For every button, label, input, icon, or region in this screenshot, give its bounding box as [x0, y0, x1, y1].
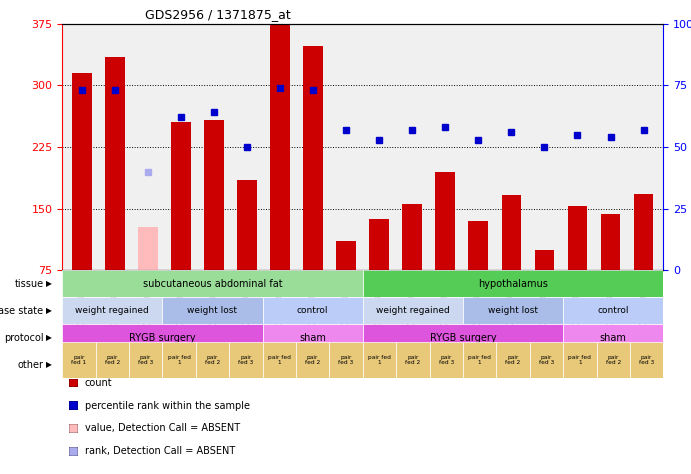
Bar [600, 214, 621, 270]
Bar [237, 180, 257, 270]
Bar [496, 342, 530, 378]
Text: value, Detection Call = ABSENT: value, Detection Call = ABSENT [85, 423, 240, 434]
Text: sham: sham [600, 333, 627, 343]
Text: subcutaneous abdominal fat: subcutaneous abdominal fat [142, 279, 283, 289]
Bar [502, 195, 521, 270]
Text: pair fed
1: pair fed 1 [569, 355, 591, 365]
Bar [296, 342, 330, 378]
Text: pair fed
1: pair fed 1 [268, 355, 291, 365]
Bar [162, 342, 196, 378]
Text: other: other [17, 360, 44, 370]
Text: rank, Detection Call = ABSENT: rank, Detection Call = ABSENT [85, 446, 235, 456]
Text: pair
fed 3: pair fed 3 [539, 355, 554, 365]
Text: pair
fed 3: pair fed 3 [138, 355, 153, 365]
Text: pair
fed 2: pair fed 2 [104, 355, 120, 365]
Text: pair fed
1: pair fed 1 [468, 355, 491, 365]
Bar [630, 342, 663, 378]
Text: GDS2956 / 1371875_at: GDS2956 / 1371875_at [145, 9, 291, 21]
Text: control: control [297, 306, 328, 315]
Text: count: count [85, 378, 113, 388]
Text: weight lost: weight lost [187, 306, 238, 315]
Text: pair
fed 3: pair fed 3 [339, 355, 354, 365]
Bar [62, 297, 162, 324]
Bar [370, 219, 389, 270]
Bar [463, 342, 496, 378]
Bar [270, 24, 290, 270]
Text: pair
fed 2: pair fed 2 [605, 355, 621, 365]
Bar [435, 172, 455, 270]
Bar [162, 297, 263, 324]
Bar [363, 342, 396, 378]
Text: ▶: ▶ [46, 306, 52, 315]
Text: ▶: ▶ [46, 360, 52, 369]
Bar [196, 342, 229, 378]
Bar [402, 204, 422, 270]
Text: pair
fed 3: pair fed 3 [238, 355, 254, 365]
Bar [535, 250, 554, 270]
Bar [463, 297, 563, 324]
Text: pair
fed 2: pair fed 2 [305, 355, 321, 365]
Bar [229, 342, 263, 378]
Text: ▶: ▶ [46, 333, 52, 342]
Bar [330, 342, 363, 378]
Text: pair
fed 2: pair fed 2 [505, 355, 521, 365]
Bar [72, 73, 92, 270]
Bar [468, 221, 489, 270]
Text: pair
fed 3: pair fed 3 [439, 355, 454, 365]
Text: weight regained: weight regained [376, 306, 450, 315]
Bar [138, 227, 158, 270]
Bar [363, 324, 563, 351]
Bar [303, 46, 323, 270]
Bar [263, 297, 363, 324]
Text: protocol: protocol [4, 333, 44, 343]
Bar [563, 324, 663, 351]
Text: tissue: tissue [15, 279, 44, 289]
Bar [105, 56, 125, 270]
Text: sham: sham [299, 333, 326, 343]
Text: hypothalamus: hypothalamus [478, 279, 548, 289]
Text: pair
fed 3: pair fed 3 [639, 355, 654, 365]
Text: RYGB surgery: RYGB surgery [430, 333, 496, 343]
Text: weight lost: weight lost [488, 306, 538, 315]
Bar [62, 270, 363, 297]
Text: pair
fed 1: pair fed 1 [71, 355, 86, 365]
Bar [62, 342, 95, 378]
Text: RYGB surgery: RYGB surgery [129, 333, 196, 343]
Text: pair
fed 2: pair fed 2 [405, 355, 421, 365]
Bar [263, 324, 363, 351]
Bar [530, 342, 563, 378]
Text: pair fed
1: pair fed 1 [168, 355, 191, 365]
Text: ▶: ▶ [46, 279, 52, 288]
Bar [95, 342, 129, 378]
Text: weight regained: weight regained [75, 306, 149, 315]
Bar [263, 342, 296, 378]
Bar [363, 297, 463, 324]
Text: control: control [598, 306, 629, 315]
Bar [563, 342, 596, 378]
Text: percentile rank within the sample: percentile rank within the sample [85, 401, 249, 411]
Bar [129, 342, 162, 378]
Text: disease state: disease state [0, 306, 44, 316]
Text: pair
fed 2: pair fed 2 [205, 355, 220, 365]
Bar [337, 241, 356, 270]
Bar [563, 297, 663, 324]
Bar [363, 270, 663, 297]
Bar [205, 120, 224, 270]
Bar [567, 206, 587, 270]
Bar [62, 324, 263, 351]
Bar [634, 194, 654, 270]
Bar [430, 342, 463, 378]
Bar [396, 342, 430, 378]
Bar [171, 122, 191, 270]
Bar [596, 342, 630, 378]
Text: pair fed
1: pair fed 1 [368, 355, 391, 365]
